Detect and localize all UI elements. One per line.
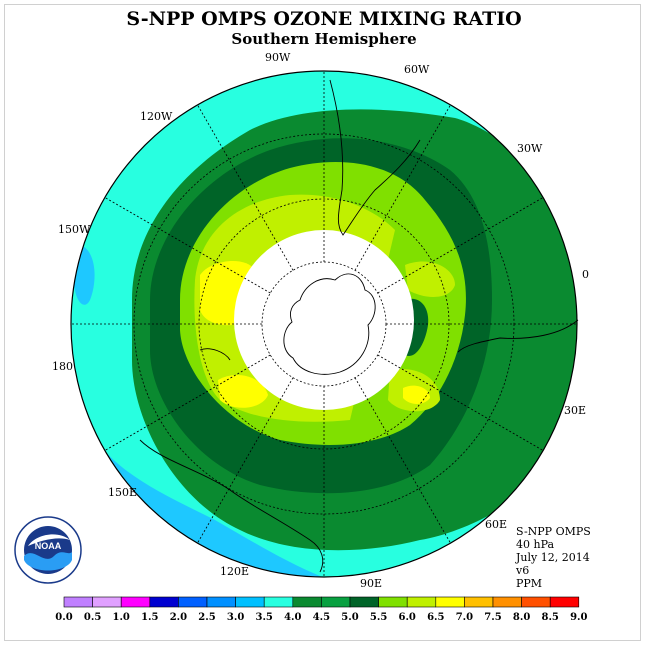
info-units: PPM [516,577,543,590]
colorbar-tick-label: 4.5 [313,612,330,623]
colorbar-swatch [63,596,93,608]
lon-label-90e: 90E [360,577,382,590]
colorbar-swatch [406,596,437,608]
colorbar-swatch [178,596,208,608]
lon-label-0: 0 [582,268,589,281]
colorbar-tick-label: 3.5 [255,612,272,623]
australia-coastline [139,439,324,573]
lon-label-60w: 60W [404,63,430,76]
globe-outline [70,70,578,578]
lon-label-120w: 120W [140,110,173,123]
lon-label-90w: 90W [265,51,291,64]
info-version: v6 [516,564,530,577]
colorbar-swatch [120,596,151,608]
lon-label-150e: 150E [108,486,137,499]
info-date: July 12, 2014 [516,551,590,564]
antarctica-coastline [283,273,376,375]
colorbar-swatch [235,596,265,608]
colorbar-tick-label: 1.5 [141,612,158,623]
contour-6p0-6p5-southwest [218,375,268,408]
colorbar-swatch [492,596,522,608]
colorbar-swatch [549,596,580,608]
lon-label-30e: 30E [564,404,586,417]
colorbar-tick-label: 7.5 [484,612,501,623]
lon-label-150w: 150W [58,223,91,236]
coastlines [139,79,579,573]
lon-label-30w: 30W [517,142,543,155]
colorbar-tick-label: 4.0 [284,612,301,623]
noaa-logo: NOAA [14,516,82,584]
map-title: S-NPP OMPS OZONE MIXING RATIO [126,8,522,30]
colorbar-tick-label: 1.0 [112,612,129,623]
contour-3p0-3p5-patch [80,450,330,577]
lon-label-180: 180 [52,360,73,373]
colorbar-tick-label: 7.0 [456,612,473,623]
new-zealand-coastline [199,348,231,361]
colorbar-tick-label: 0.5 [84,612,101,623]
colorbar-swatch [263,596,294,608]
colorbar-tick-label: 5.0 [341,612,358,623]
lon-label-120e: 120E [220,565,249,578]
colorbar-tick-label: 9.0 [570,612,587,623]
ozone-field [71,71,577,577]
figure-frame [4,4,641,641]
contour-4p5-5p0-pocket-south [318,453,337,470]
noaa-logo-gull [28,534,70,546]
colorbar-tick-label: 8.0 [513,612,530,623]
colorbar-swatch [435,596,465,608]
colorbar-tick-label: 2.0 [170,612,187,623]
colorbar-swatch [521,596,551,608]
info-block: S-NPP OMPS 40 hPa July 12, 2014 v6 PPM [516,525,591,590]
colorbar-tick-label: 5.5 [370,612,387,623]
noaa-logo-wave [24,552,72,571]
colorbar-tick-label: 6.5 [427,612,444,623]
colorbar-swatch [464,596,494,608]
colorbar-swatch [378,596,408,608]
colorbar-tick-label: 2.5 [198,612,215,623]
info-instrument: S-NPP OMPS [516,525,591,538]
colorbar-swatch [321,596,351,608]
colorbar-swatch [349,596,379,608]
colorbar-tick-label: 3.0 [227,612,244,623]
colorbar-tick-label: 8.5 [541,612,558,623]
colorbar-swatch [292,596,322,608]
map-subtitle: Southern Hemisphere [231,30,417,48]
colorbar-tick-label: 6.0 [398,612,415,623]
polar-night-region [234,230,414,410]
colorbar-swatch [92,596,122,608]
colorbar-swatch [206,596,236,608]
lon-label-60e: 60E [485,518,507,531]
latitude-circle-middle [198,198,450,450]
colorbar: 0.0 0.5 1.0 1.5 2.0 2.5 3.0 3.5 4.0 4.5 5.0 5.5 6.0 6… [55,596,588,623]
south-america-coastline [329,79,421,236]
info-pressure-level: 40 hPa [516,538,555,551]
noaa-logo-text: NOAA [35,541,62,551]
africa-coastline [457,319,579,353]
colorbar-swatch [149,596,179,608]
colorbar-tick-label: 0.0 [55,612,72,623]
